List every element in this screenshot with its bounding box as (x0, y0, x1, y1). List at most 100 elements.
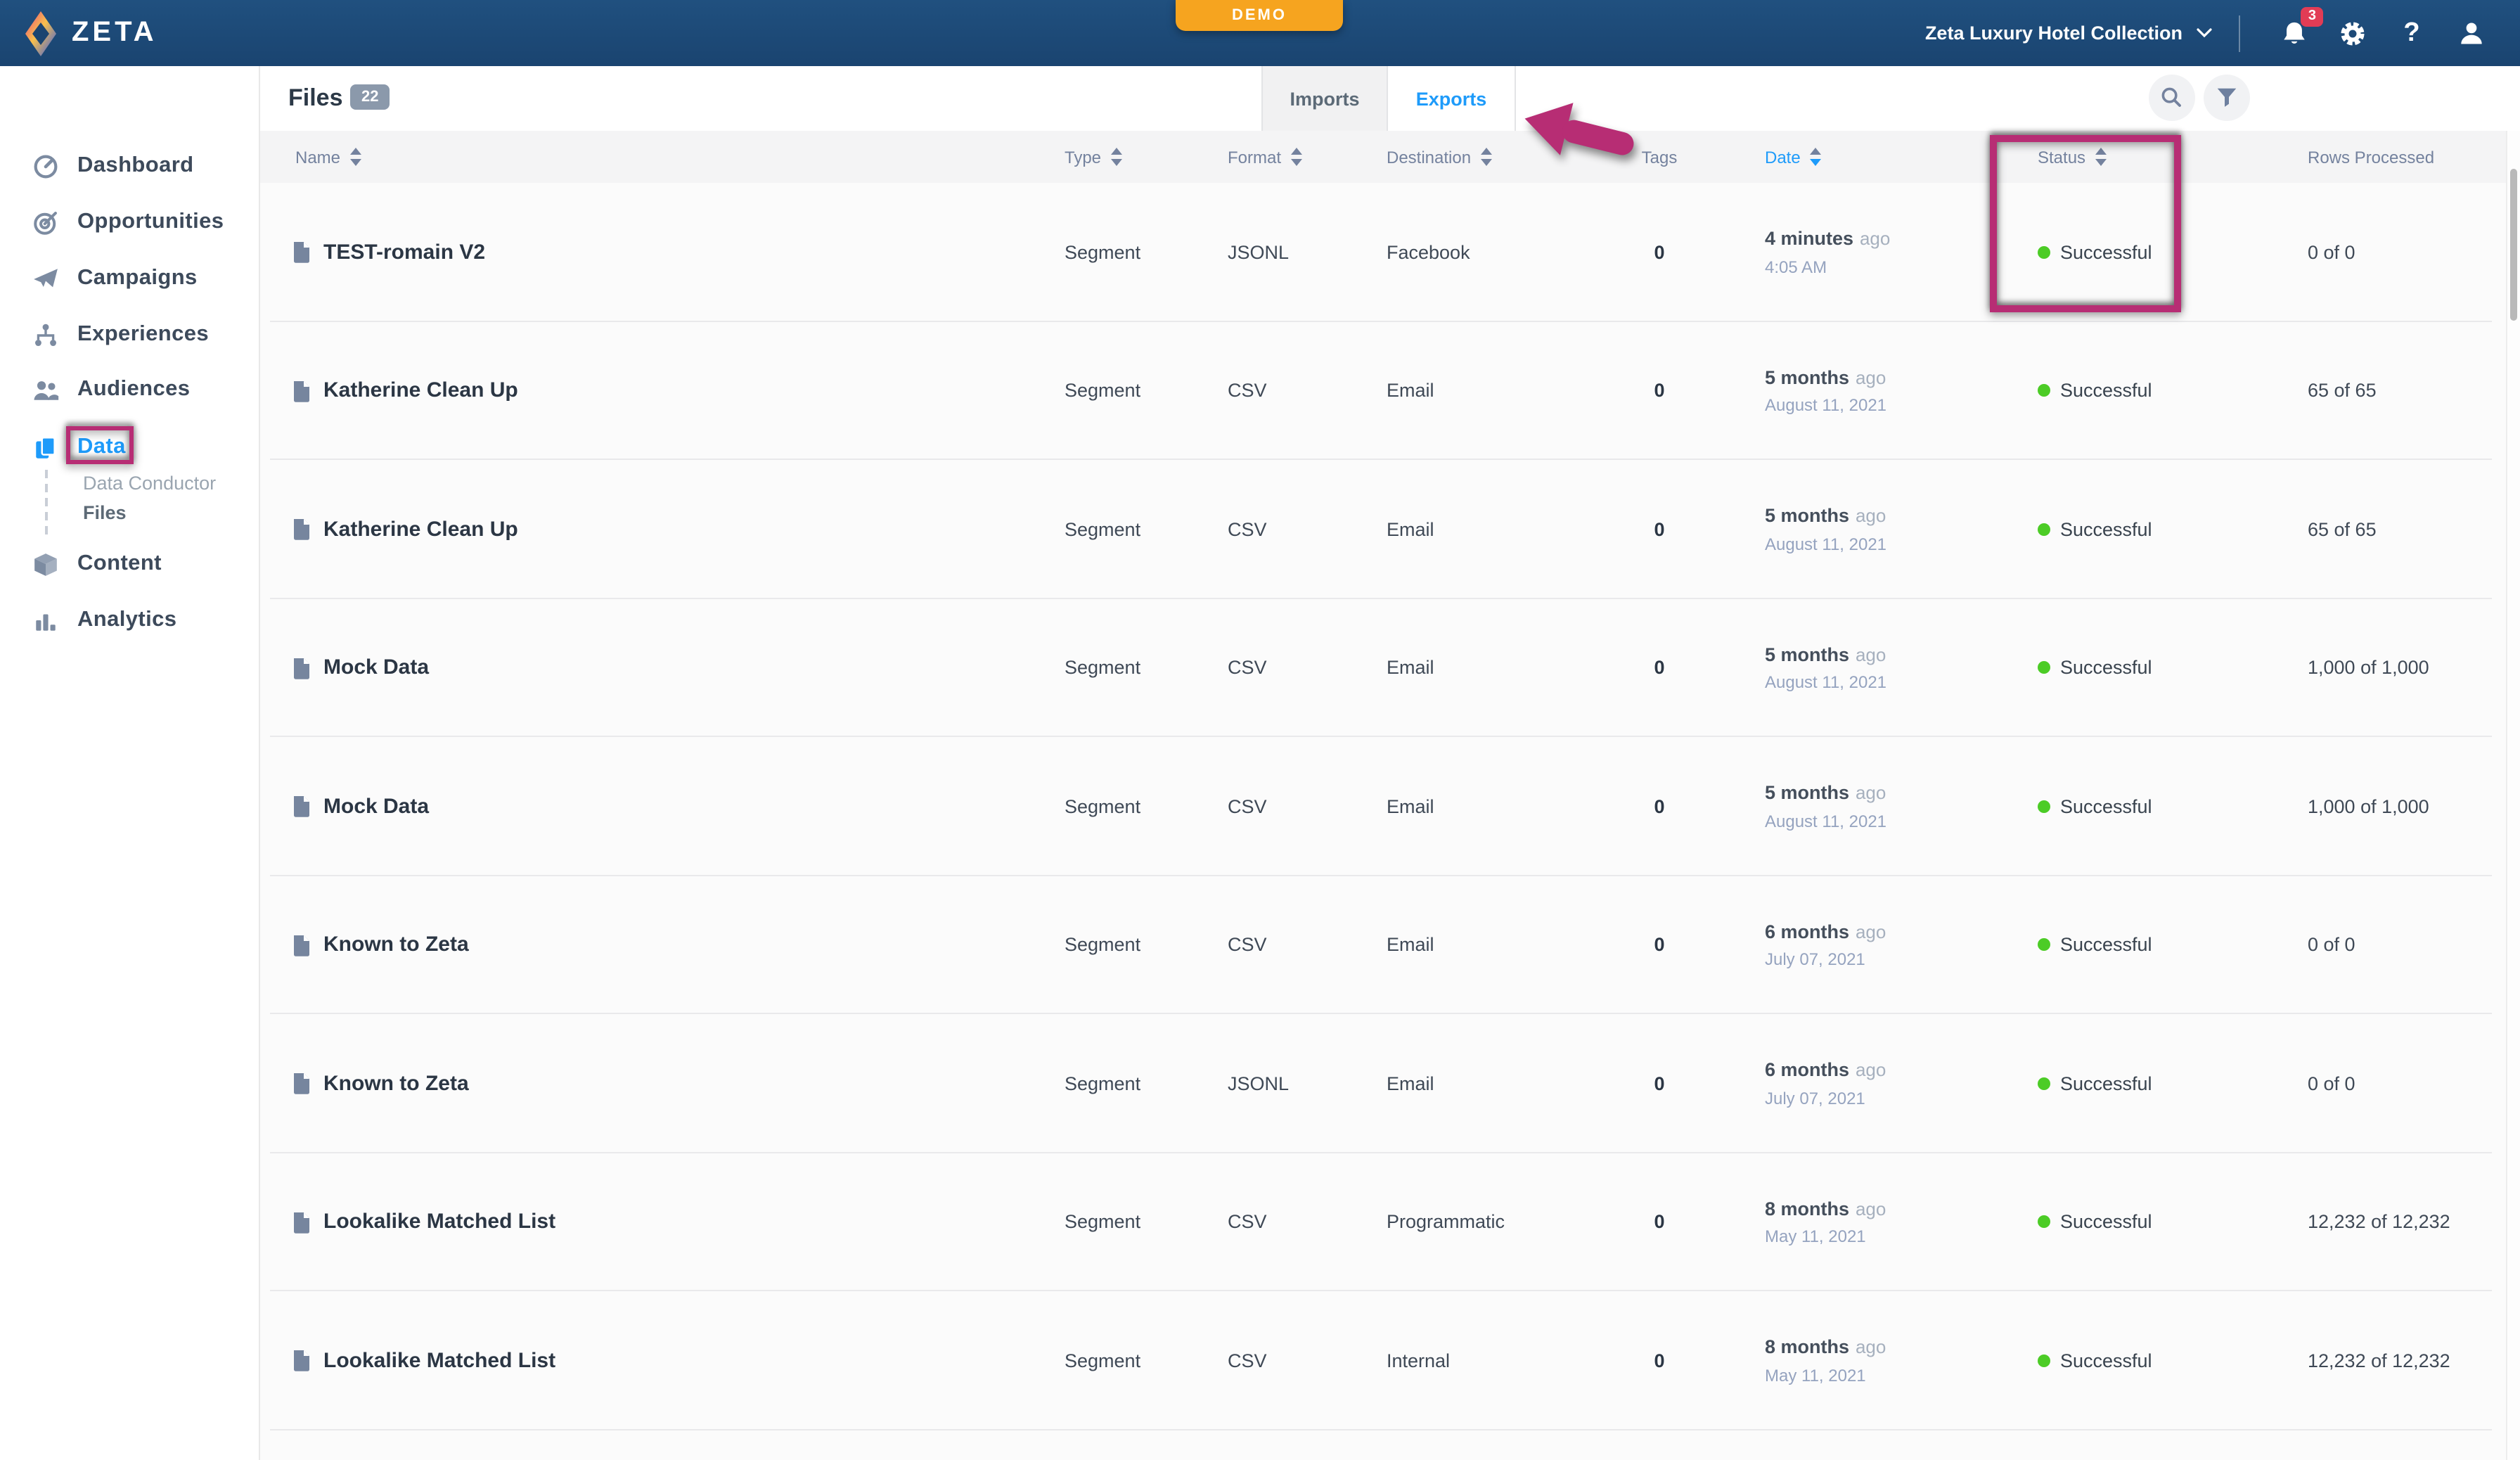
status-dot-icon (2038, 938, 2050, 952)
topbar-right: Zeta Luxury Hotel Collection 3 (1925, 0, 2520, 66)
format-cell: CSV (1228, 657, 1267, 679)
column-header-format[interactable]: Format (1228, 147, 1387, 167)
date-relative: 8 months (1765, 1336, 1850, 1358)
stacked-files-icon (32, 434, 59, 461)
help-button[interactable]: ? (2395, 16, 2429, 50)
status-cell: Successful (2038, 935, 2308, 956)
table-row[interactable]: Known to Zeta Segment JSONL Email 0 6 mo… (259, 1014, 2520, 1153)
sidebar-item-data[interactable]: Data (0, 429, 259, 466)
tags-cell: 0 (1654, 380, 1665, 402)
sidebar-item-label: Campaigns (77, 266, 198, 290)
tab-exports[interactable]: Exports (1388, 66, 1516, 131)
table-row[interactable]: Mock Data Segment CSV Email 0 5 months a… (259, 598, 2520, 737)
sidebar-item-label: Dashboard (77, 153, 194, 177)
sidebar-item-audiences[interactable]: Audiences (0, 371, 259, 408)
table-row[interactable]: Lookalike Matched List Segment CSV Progr… (259, 1153, 2520, 1291)
zeta-logo[interactable]: ZETA (0, 9, 157, 57)
file-doc-icon (294, 658, 309, 679)
column-header-date[interactable]: Date (1718, 147, 2038, 167)
sidebar-item-campaigns[interactable]: Campaigns (0, 260, 259, 297)
file-name: Katherine Clean Up (323, 378, 518, 403)
tab-imports[interactable]: Imports (1261, 66, 1388, 131)
type-cell: Segment (1065, 1350, 1141, 1371)
rows-processed-cell: 0 of 0 (2308, 1072, 2355, 1094)
name-cell: TEST-romain V2 (259, 241, 1065, 264)
column-header-destination[interactable]: Destination (1387, 147, 1600, 167)
file-name: Katherine Clean Up (323, 517, 518, 542)
table-row[interactable]: Katherine Clean Up Segment CSV Email 0 5… (259, 460, 2520, 598)
settings-button[interactable] (2336, 16, 2370, 50)
status-dot-icon (2038, 384, 2050, 397)
cube-icon (32, 551, 59, 577)
table-row[interactable]: Katherine Clean Up Segment CSV Email 0 5… (259, 321, 2520, 460)
page-header: Files 22 Imports Exports (259, 66, 2520, 131)
paper-plane-icon (32, 265, 59, 292)
sort-icon (1481, 148, 1493, 166)
sidebar-item-content[interactable]: Content (0, 546, 259, 582)
column-header-status[interactable]: Status (2038, 147, 2308, 167)
date-cell: 5 months ago August 11, 2021 (1718, 504, 2038, 554)
file-name: Mock Data (323, 794, 430, 819)
type-cell: Segment (1065, 934, 1141, 956)
column-header-type[interactable]: Type (1065, 147, 1228, 167)
file-name: Known to Zeta (323, 1071, 469, 1096)
sidebar-item-experiences[interactable]: Experiences (0, 316, 259, 353)
sidebar-item-label: Content (77, 551, 162, 575)
name-cell: Mock Data (259, 795, 1065, 819)
file-doc-icon (294, 1073, 309, 1095)
date-cell: 6 months ago July 07, 2021 (1718, 1058, 2038, 1108)
gauge-icon (32, 153, 59, 179)
status-label: Successful (2060, 380, 2152, 402)
date-suffix: ago (1855, 366, 1886, 388)
rows-processed-cell: 65 of 65 (2308, 518, 2377, 540)
sidebar-item-analytics[interactable]: Analytics (0, 602, 259, 639)
destination-cell: Email (1387, 934, 1434, 956)
search-button[interactable] (2148, 74, 2194, 120)
status-label: Successful (2060, 1350, 2152, 1371)
file-doc-icon (294, 242, 309, 264)
table-row[interactable]: Known to Zeta Segment CSV Email 0 6 mont… (259, 876, 2520, 1014)
table-row[interactable]: Lookalike Matched List Segment CSV Inter… (259, 1291, 2520, 1430)
vertical-scrollbar (2506, 131, 2520, 1460)
table-row[interactable]: Mock Data Segment CSV Email 0 5 months a… (259, 737, 2520, 876)
sidebar-subitem-data-conductor[interactable]: Data Conductor (0, 467, 259, 498)
notification-bell-button[interactable]: 3 (2277, 6, 2323, 50)
destination-cell: Email (1387, 1072, 1434, 1094)
rows-processed-cell: 0 of 0 (2308, 934, 2355, 956)
tags-cell: 0 (1654, 1350, 1665, 1371)
date-relative: 5 months (1765, 782, 1850, 804)
filter-button[interactable] (2204, 74, 2250, 120)
status-label: Successful (2060, 934, 2152, 956)
target-icon (32, 209, 59, 236)
date-suffix: ago (1855, 782, 1886, 804)
date-suffix: ago (1855, 643, 1886, 665)
date-suffix: ago (1859, 228, 1891, 250)
type-cell: Segment (1065, 1072, 1141, 1094)
name-cell: Lookalike Matched List (259, 1210, 1065, 1234)
date-cell: 8 months ago May 11, 2021 (1718, 1335, 2038, 1385)
sidebar-item-label: Audiences (77, 377, 191, 401)
user-menu-button[interactable] (2454, 16, 2488, 50)
format-cell: CSV (1228, 795, 1267, 817)
column-label: Destination (1387, 147, 1472, 167)
gear-icon (2341, 21, 2365, 45)
tags-cell: 0 (1654, 1072, 1665, 1094)
column-header-name[interactable]: Name (259, 147, 1065, 167)
name-cell: Known to Zeta (259, 1072, 1065, 1096)
date-detail: August 11, 2021 (1765, 534, 1887, 554)
tags-cell: 0 (1654, 795, 1665, 817)
chevron-down-icon (2197, 28, 2212, 38)
status-label: Successful (2060, 1072, 2152, 1094)
search-icon (2161, 87, 2181, 107)
account-selector[interactable]: Zeta Luxury Hotel Collection (1925, 23, 2212, 44)
sidebar-item-opportunities[interactable]: Opportunities (0, 204, 259, 241)
table-row[interactable]: TEST-romain V2 Segment JSONL Facebook 0 … (259, 183, 2520, 321)
sidebar-subitem-files[interactable]: Files (0, 497, 259, 527)
type-cell: Segment (1065, 518, 1141, 540)
sidebar-item-dashboard[interactable]: Dashboard (0, 148, 259, 184)
scrollbar-thumb[interactable] (2509, 169, 2517, 321)
sidebar-item-label: Opportunities (77, 210, 224, 233)
demo-button[interactable]: DEMO (1176, 0, 1343, 31)
topbar-divider (2239, 15, 2240, 51)
